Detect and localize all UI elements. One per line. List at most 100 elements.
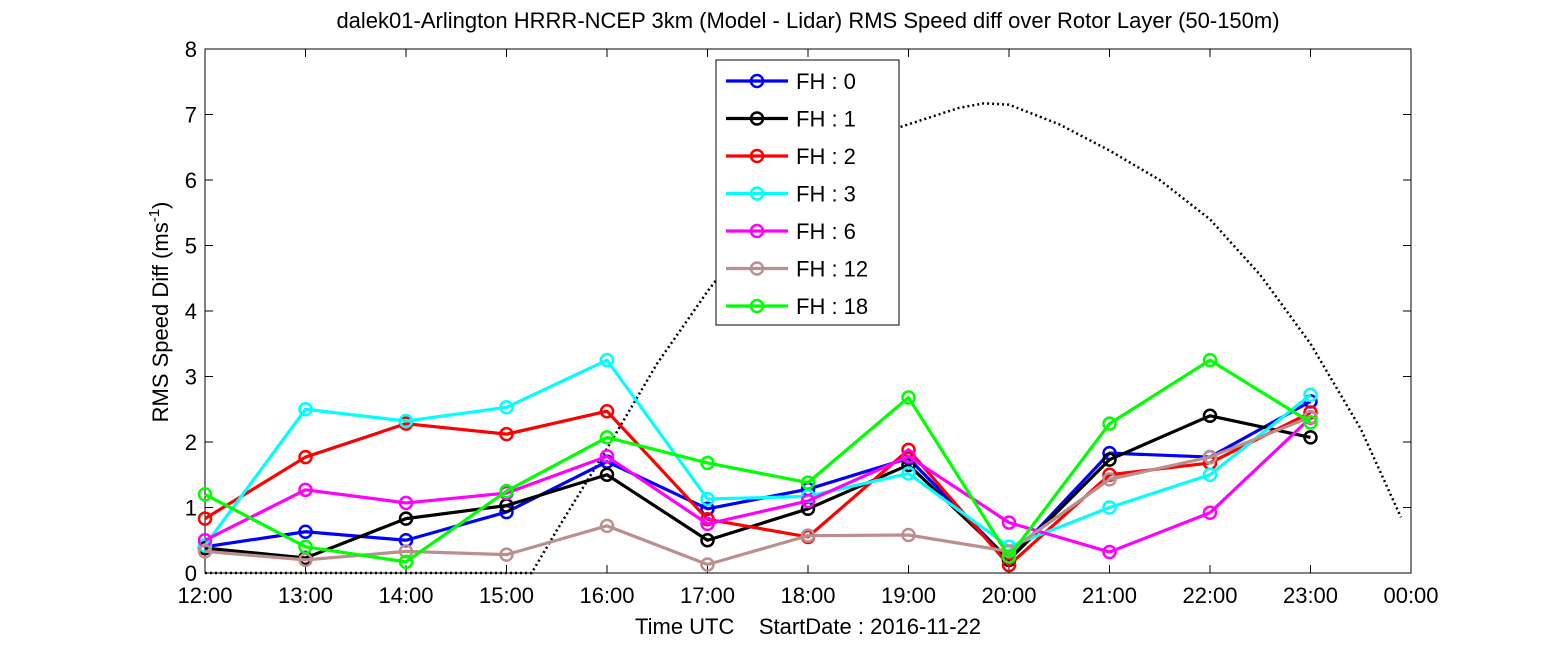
chart-title: dalek01-Arlington HRRR-NCEP 3km (Model -… (336, 8, 1279, 33)
series-line (204, 415, 1312, 567)
data-point (398, 511, 414, 526)
data-point (1001, 515, 1017, 530)
legend-label: FH : 12 (796, 257, 868, 282)
legend-item: FH : 12 (726, 257, 868, 282)
y-tick-label: 0 (185, 561, 197, 586)
y-tick-label: 8 (185, 37, 197, 62)
legend-swatch-marker (749, 111, 765, 126)
data-point (700, 491, 715, 507)
data-point (1102, 452, 1117, 467)
series-line (204, 414, 1311, 562)
series-line (204, 358, 1312, 564)
x-tick-label: 22:00 (1182, 583, 1237, 608)
x-tick-label: 23:00 (1283, 583, 1338, 608)
legend-item: FH : 1 (726, 107, 856, 132)
data-point (599, 403, 615, 419)
legend-item: FH : 0 (726, 69, 856, 94)
data-point (1202, 505, 1218, 520)
data-point (1303, 415, 1318, 430)
legend-item: FH : 3 (726, 182, 856, 207)
data-point (1202, 449, 1218, 465)
data-point (901, 449, 916, 464)
data-point (700, 516, 715, 532)
y-tick-label: 7 (185, 103, 197, 128)
data-point (800, 528, 816, 543)
data-point (499, 426, 514, 442)
data-point (298, 482, 313, 498)
legend-label: FH : 2 (796, 144, 856, 169)
y-tick-label: 4 (185, 299, 197, 324)
plot-area: 0 1 2 3 4 5 6 7 8 12:00 13:00 14:00 15:00 16:00 17:00 1… (177, 37, 1438, 608)
x-tick-label: 17:00 (680, 583, 735, 608)
data-point (1102, 544, 1117, 560)
y-axis-label-close: ) (148, 202, 173, 209)
data-point (1102, 416, 1117, 431)
series-line (203, 358, 1312, 549)
legend: FH : 0 FH : 1 FH : 2 FH : 3 FH : 6 FH : 12 FH … (715, 59, 900, 326)
legend-item: FH : 2 (726, 144, 856, 169)
series-fh-12 (197, 409, 1318, 572)
x-tick-label: 15:00 (479, 583, 534, 608)
legend-label: FH : 3 (796, 182, 856, 207)
data-point (599, 467, 615, 482)
data-point (298, 402, 313, 417)
data-point (901, 466, 916, 481)
data-point (1202, 352, 1218, 368)
series-fh-6 (197, 410, 1318, 560)
legend-item: FH : 6 (726, 219, 856, 244)
legend-item: FH : 18 (726, 294, 868, 319)
data-point (800, 475, 816, 490)
data-point (298, 449, 313, 465)
data-point (499, 483, 514, 499)
x-tick-label: 00:00 (1383, 583, 1438, 608)
dotted-curve (205, 102, 1403, 575)
x-tick-label: 12:00 (177, 583, 232, 608)
x-tick-label: 16:00 (579, 583, 634, 608)
data-point (298, 524, 313, 539)
y-tick-label: 6 (185, 168, 197, 193)
y-axis-label: RMS Speed Diff (ms-1) (146, 202, 173, 423)
legend-label: FH : 1 (796, 107, 856, 132)
data-point (599, 430, 615, 445)
legend-swatch-marker (749, 148, 765, 164)
series-line (204, 416, 1312, 554)
series-fh-1 (197, 408, 1318, 568)
data-point (901, 527, 916, 543)
data-point (1102, 500, 1117, 515)
x-tick-label: 14:00 (378, 583, 433, 608)
data-point (700, 533, 715, 548)
data-point (1001, 557, 1017, 573)
legend-swatch-marker (749, 223, 765, 239)
data-point (1202, 408, 1218, 424)
legend-label: FH : 6 (796, 219, 856, 244)
data-point (499, 400, 514, 415)
legend-label: FH : 18 (796, 294, 868, 319)
data-point (901, 390, 916, 405)
legend-swatch-marker (749, 186, 765, 201)
data-point (398, 544, 414, 559)
data-point (599, 518, 615, 534)
series-fh-18 (197, 352, 1318, 570)
x-tick-label: 19:00 (881, 583, 936, 608)
series-fh-2 (197, 403, 1318, 573)
legend-swatch-marker (749, 73, 765, 89)
data-point (1001, 549, 1017, 564)
data-point (800, 493, 816, 509)
y-tick-label: 1 (185, 496, 197, 521)
x-tick-label: 21:00 (1082, 583, 1137, 608)
data-point (700, 557, 715, 572)
data-point (599, 449, 615, 464)
data-point (398, 554, 414, 570)
x-tick-label: 13:00 (278, 583, 333, 608)
data-point (1303, 430, 1318, 445)
legend-swatch-marker (749, 298, 765, 314)
data-point (398, 495, 414, 511)
data-point (700, 501, 715, 517)
x-tick-label: 20:00 (981, 583, 1036, 608)
series-fh-0 (197, 394, 1318, 568)
data-point (1202, 467, 1218, 482)
data-point (901, 457, 916, 473)
y-axis-label-text: RMS Speed Diff (ms (148, 222, 173, 422)
y-axis-label-sup: -1 (146, 209, 163, 222)
